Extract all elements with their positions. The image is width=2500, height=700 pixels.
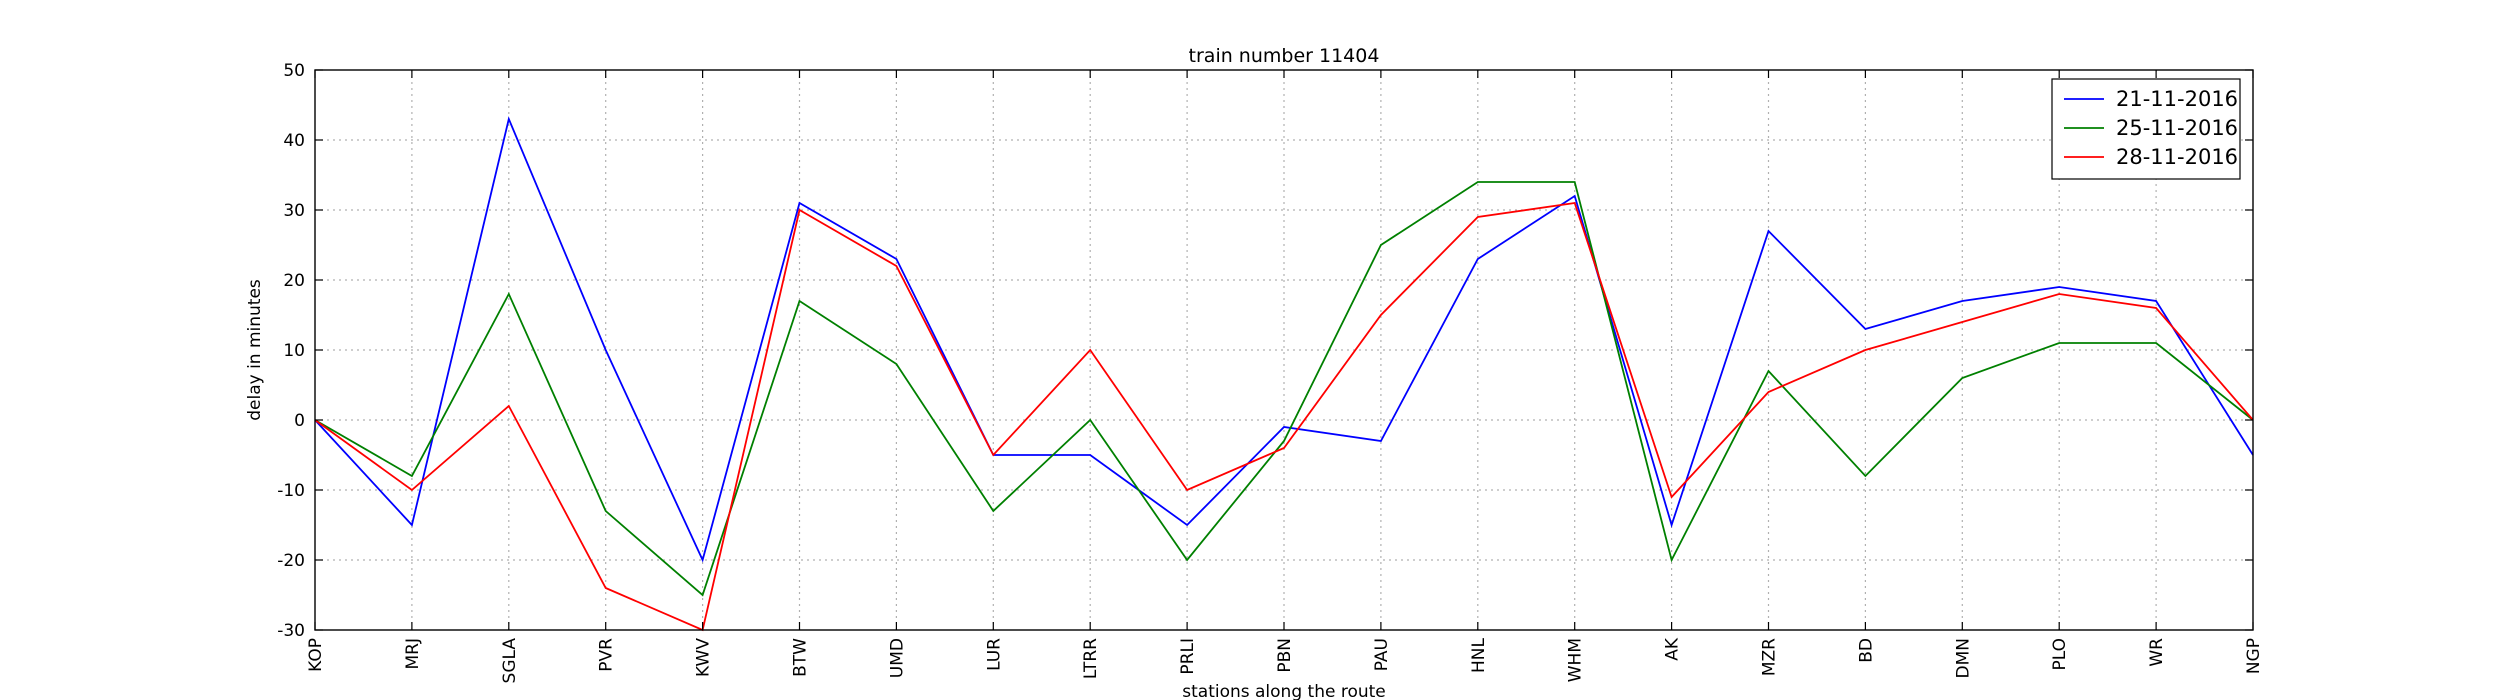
x-tick-label: PLO [2050, 638, 2070, 671]
y-axis-label: delay in minutes [245, 279, 265, 421]
chart-title: train number 11404 [1189, 45, 1380, 67]
x-tick-label: SGLA [500, 638, 520, 684]
y-tick-label: -30 [277, 621, 305, 641]
series-line [314, 202, 2254, 632]
legend-label: 25-11-2016 [2116, 116, 2238, 140]
series-line [314, 116, 2254, 563]
y-tick-label: 50 [283, 61, 305, 81]
x-tick-label: KOP [306, 638, 326, 672]
x-tick-label: AK [1663, 637, 1683, 661]
x-tick-labels: KOP MRJ SGLA PVR KWV BTW UMD LUR LTRR PRLI PBN PAU H… [306, 637, 2264, 683]
x-tick-label: KWV [694, 638, 714, 677]
series-lines [314, 116, 2254, 632]
x-tick-label: MZR [1760, 638, 1780, 676]
y-tick-label: 40 [283, 131, 305, 151]
series-line [314, 181, 2254, 597]
y-tick-label: 10 [283, 341, 305, 361]
y-tick-label: -20 [277, 551, 305, 571]
x-tick-label: NGP [2244, 638, 2264, 674]
x-tick-label: LUR [984, 638, 1004, 671]
x-axis-label: stations along the route [1182, 682, 1386, 700]
legend: 21-11-2016 25-11-2016 28-11-2016 [2051, 78, 2241, 180]
x-tick-label: PBN [1275, 638, 1295, 673]
y-tick-label: 20 [283, 271, 305, 291]
y-tick-label: 30 [283, 201, 305, 221]
grid-lines [315, 70, 2253, 630]
x-tick-label: DMN [1953, 638, 1973, 678]
x-tick-label: LTRR [1081, 638, 1101, 679]
x-tick-label: UMD [887, 638, 907, 678]
x-tick-label: WR [2147, 638, 2167, 667]
y-tick-labels: -30 -20 -10 0 10 20 30 40 50 [277, 61, 305, 641]
x-tick-label: PAU [1372, 638, 1392, 671]
x-tick-label: HNL [1469, 637, 1489, 673]
y-tick-label: 0 [294, 411, 305, 431]
legend-label: 21-11-2016 [2116, 87, 2238, 111]
x-tick-label: BD [1856, 638, 1876, 663]
x-tick-label: PVR [597, 638, 617, 672]
x-tick-label: BTW [791, 638, 811, 677]
x-tick-label: WHM [1566, 638, 1586, 682]
axis-ticks [314, 69, 2254, 631]
legend-label: 28-11-2016 [2116, 145, 2238, 169]
x-tick-label: PRLI [1178, 638, 1198, 675]
y-tick-label: -10 [277, 481, 305, 501]
x-tick-label: MRJ [403, 638, 423, 670]
legend-box [2051, 78, 2241, 180]
